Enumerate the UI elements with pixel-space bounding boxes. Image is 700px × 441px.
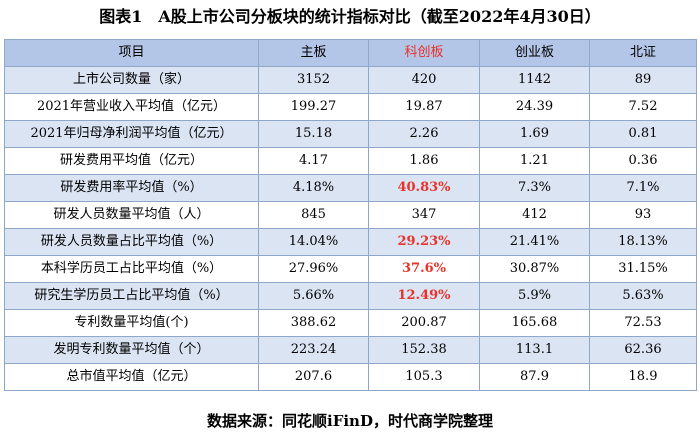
header-item: 项目 <box>4 39 259 67</box>
data-source-note: 数据来源：同花顺iFinD，时代商学院整理 <box>207 412 493 430</box>
cell-bse: 7.1% <box>589 174 697 202</box>
table-row: 上市公司数量（家） 3152 420 1142 89 <box>4 66 697 94</box>
cell-main-board: 14.04% <box>258 228 369 256</box>
row-label: 研发费用率平均值（%） <box>4 174 259 202</box>
cell-bse: 62.36 <box>589 336 697 364</box>
row-label: 研发人员数量占比平均值（%） <box>4 228 259 256</box>
cell-main-board: 4.17 <box>258 147 369 175</box>
table-header-row: 项目 主板 科创板 创业板 北证 <box>4 39 697 67</box>
cell-star-market: 1.86 <box>368 147 480 175</box>
cell-star-market: 2.26 <box>368 120 480 148</box>
row-label: 本科学历员工占比平均值（%） <box>4 255 259 283</box>
cell-star-market: 420 <box>368 66 480 94</box>
row-label: 研发费用平均值（亿元） <box>4 147 259 175</box>
table-row: 研发人员数量占比平均值（%） 14.04% 29.23% 21.41% 18.1… <box>4 228 697 256</box>
row-label: 发明专利数量平均值（个） <box>4 336 259 364</box>
cell-bse: 18.9 <box>589 363 697 391</box>
cell-main-board: 199.27 <box>258 93 369 121</box>
cell-bse: 31.15% <box>589 255 697 283</box>
cell-chinext: 87.9 <box>479 363 590 391</box>
cell-main-board: 845 <box>258 201 369 229</box>
cell-bse: 93 <box>589 201 697 229</box>
row-label: 总市值平均值（亿元） <box>4 363 259 391</box>
header-main-board: 主板 <box>258 39 369 67</box>
cell-main-board: 207.6 <box>258 363 369 391</box>
cell-star-market: 105.3 <box>368 363 480 391</box>
cell-chinext: 1.69 <box>479 120 590 148</box>
cell-main-board: 27.96% <box>258 255 369 283</box>
cell-chinext: 165.68 <box>479 309 590 337</box>
cell-star-market-highlight: 12.49% <box>368 282 480 310</box>
cell-bse: 0.36 <box>589 147 697 175</box>
cell-chinext: 30.87% <box>479 255 590 283</box>
cell-chinext: 7.3% <box>479 174 590 202</box>
header-star-market: 科创板 <box>368 39 480 67</box>
cell-chinext: 1.21 <box>479 147 590 175</box>
figure-title: 图表1 A股上市公司分板块的统计指标对比（截至2022年4月30日） <box>99 7 601 26</box>
cell-star-market-highlight: 37.6% <box>368 255 480 283</box>
cell-chinext: 113.1 <box>479 336 590 364</box>
cell-star-market: 200.87 <box>368 309 480 337</box>
header-chinext: 创业板 <box>479 39 590 67</box>
cell-chinext: 412 <box>479 201 590 229</box>
cell-bse: 7.52 <box>589 93 697 121</box>
cell-main-board: 388.62 <box>258 309 369 337</box>
table-row: 研究生学历员工占比平均值（%） 5.66% 12.49% 5.9% 5.63% <box>4 282 697 310</box>
cell-bse: 18.13% <box>589 228 697 256</box>
table-row: 总市值平均值（亿元） 207.6 105.3 87.9 18.9 <box>4 363 697 391</box>
cell-main-board: 4.18% <box>258 174 369 202</box>
cell-chinext: 24.39 <box>479 93 590 121</box>
cell-bse: 5.63% <box>589 282 697 310</box>
table-row: 本科学历员工占比平均值（%） 27.96% 37.6% 30.87% 31.15… <box>4 255 697 283</box>
table-row: 2021年归母净利润平均值（亿元） 15.18 2.26 1.69 0.81 <box>4 120 697 148</box>
table-row: 发明专利数量平均值（个） 223.24 152.38 113.1 62.36 <box>4 336 697 364</box>
row-label: 2021年营业收入平均值（亿元） <box>4 93 259 121</box>
cell-chinext: 5.9% <box>479 282 590 310</box>
cell-bse: 0.81 <box>589 120 697 148</box>
comparison-table: 项目 主板 科创板 创业板 北证 上市公司数量（家） 3152 420 1142… <box>4 39 697 391</box>
table-row: 专利数量平均值(个) 388.62 200.87 165.68 72.53 <box>4 309 697 337</box>
cell-star-market-highlight: 29.23% <box>368 228 480 256</box>
cell-chinext: 1142 <box>479 66 590 94</box>
cell-main-board: 15.18 <box>258 120 369 148</box>
cell-star-market: 19.87 <box>368 93 480 121</box>
row-label: 2021年归母净利润平均值（亿元） <box>4 120 259 148</box>
row-label: 上市公司数量（家） <box>4 66 259 94</box>
table-row: 2021年营业收入平均值（亿元） 199.27 19.87 24.39 7.52 <box>4 93 697 121</box>
table-row: 研发费用平均值（亿元） 4.17 1.86 1.21 0.36 <box>4 147 697 175</box>
cell-bse: 72.53 <box>589 309 697 337</box>
table-row: 研发人员数量平均值（人） 845 347 412 93 <box>4 201 697 229</box>
cell-main-board: 223.24 <box>258 336 369 364</box>
cell-star-market: 347 <box>368 201 480 229</box>
cell-star-market: 152.38 <box>368 336 480 364</box>
table-row: 研发费用率平均值（%） 4.18% 40.83% 7.3% 7.1% <box>4 174 697 202</box>
row-label: 研究生学历员工占比平均值（%） <box>4 282 259 310</box>
row-label: 专利数量平均值(个) <box>4 309 259 337</box>
header-bse: 北证 <box>589 39 697 67</box>
row-label: 研发人员数量平均值（人） <box>4 201 259 229</box>
cell-chinext: 21.41% <box>479 228 590 256</box>
cell-main-board: 3152 <box>258 66 369 94</box>
cell-bse: 89 <box>589 66 697 94</box>
cell-main-board: 5.66% <box>258 282 369 310</box>
cell-star-market-highlight: 40.83% <box>368 174 480 202</box>
